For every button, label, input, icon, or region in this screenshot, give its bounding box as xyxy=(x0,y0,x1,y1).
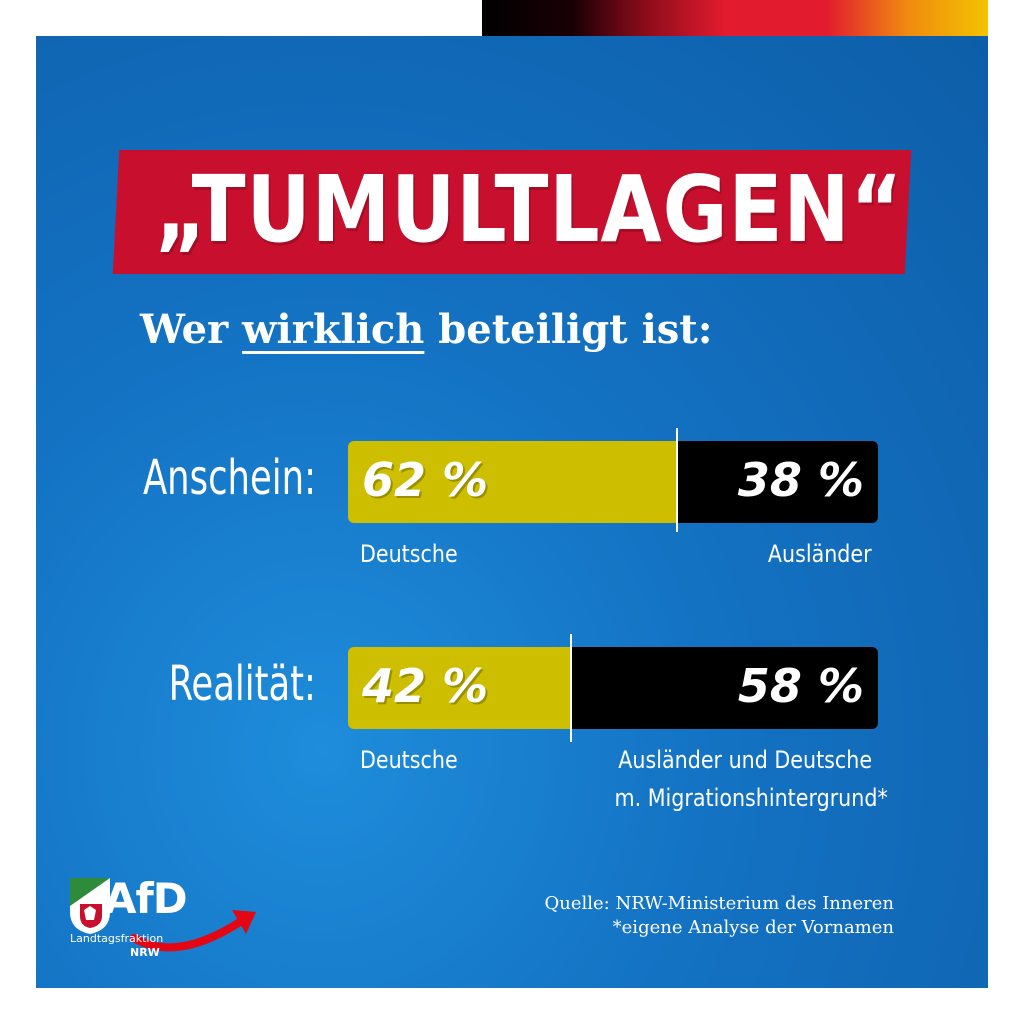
bar-realitaet: 42 % 58 % xyxy=(348,647,878,729)
caption-auslaender: Ausländer xyxy=(768,540,872,568)
bar-anschein: 62 % 38 % xyxy=(348,441,878,523)
subtitle-pre: Wer xyxy=(140,306,243,353)
logo-wordmark: AfD xyxy=(104,874,188,923)
bar-segment-auslaender xyxy=(676,441,878,523)
page-title: „TUMULTLAGEN“ xyxy=(154,156,904,263)
source-note: Quelle: NRW-Ministerium des Inneren *eig… xyxy=(545,892,894,940)
subtitle-underlined: wirklich xyxy=(242,306,425,353)
value-label-auslaender: 38 % xyxy=(737,453,864,507)
bar-segment-deutsche xyxy=(348,441,677,523)
graphic-panel: „TUMULTLAGEN“ Wer wirklich beteiligt ist… xyxy=(36,36,988,988)
logo-line2: NRW xyxy=(130,946,160,959)
caption-deutsche: Deutsche xyxy=(360,540,458,568)
value-label-deutsche: 42 % xyxy=(362,659,489,713)
logo-line1: Landtagsfraktion xyxy=(70,932,164,945)
nrw-crest-icon xyxy=(70,878,110,934)
value-label-auslaender: 58 % xyxy=(737,659,864,713)
logo-arrow-icon xyxy=(130,910,256,952)
value-label-deutsche: 62 % xyxy=(362,453,489,507)
caption-auslaender: Ausländer und Deutsche xyxy=(618,746,872,774)
flag-stripe xyxy=(482,0,988,36)
bar-segment-auslaender xyxy=(570,647,878,729)
bar-segment-deutsche xyxy=(348,647,571,729)
bar-divider xyxy=(569,634,572,742)
bar-divider xyxy=(675,428,678,532)
row-label-realitaet: Realität: xyxy=(168,656,316,712)
caption-auslaender-line2: m. Migrationshintergrund* xyxy=(614,784,888,812)
afd-logo: AfD Landtagsfraktion NRW xyxy=(68,872,268,972)
subtitle-post: beteiligt ist: xyxy=(424,306,713,353)
caption-deutsche: Deutsche xyxy=(360,746,458,774)
source-text: Quelle: NRW-Ministerium des Inneren xyxy=(544,893,894,914)
row-label-anschein: Anschein: xyxy=(142,450,316,506)
footnote-text: *eigene Analyse der Vornamen xyxy=(612,917,894,938)
subtitle: Wer wirklich beteiligt ist: xyxy=(140,306,713,353)
